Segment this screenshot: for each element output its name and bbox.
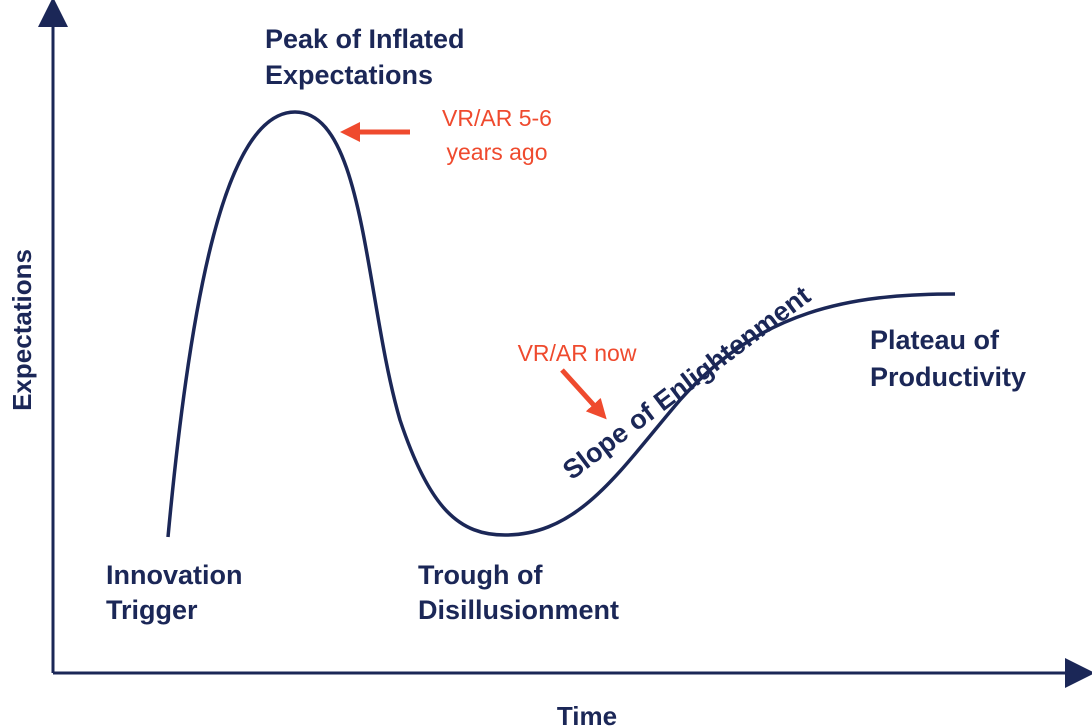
phase-label: Trigger	[106, 595, 198, 625]
phase-label: Productivity	[870, 362, 1026, 392]
annotation: years ago	[446, 139, 547, 165]
arrow	[560, 368, 607, 420]
phase-label: Innovation	[106, 560, 243, 590]
phase-label: Expectations	[265, 60, 433, 90]
hype-curve	[166, 110, 956, 538]
phase-label: Slope of Enlightenment	[557, 280, 816, 485]
phase-label: Peak of Inflated	[265, 24, 465, 54]
y-axis-label: Expectations	[7, 249, 37, 411]
phase-label: Disillusionment	[418, 595, 619, 625]
phase-label: Plateau of	[870, 325, 1000, 355]
annotation: VR/AR 5-6	[442, 105, 552, 131]
phase-label: Trough of	[418, 560, 543, 590]
annotation: VR/AR now	[518, 340, 637, 366]
x-axis-label: Time	[557, 701, 617, 727]
